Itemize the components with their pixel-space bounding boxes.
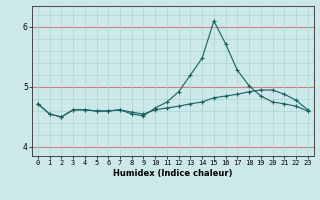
X-axis label: Humidex (Indice chaleur): Humidex (Indice chaleur) [113, 169, 233, 178]
